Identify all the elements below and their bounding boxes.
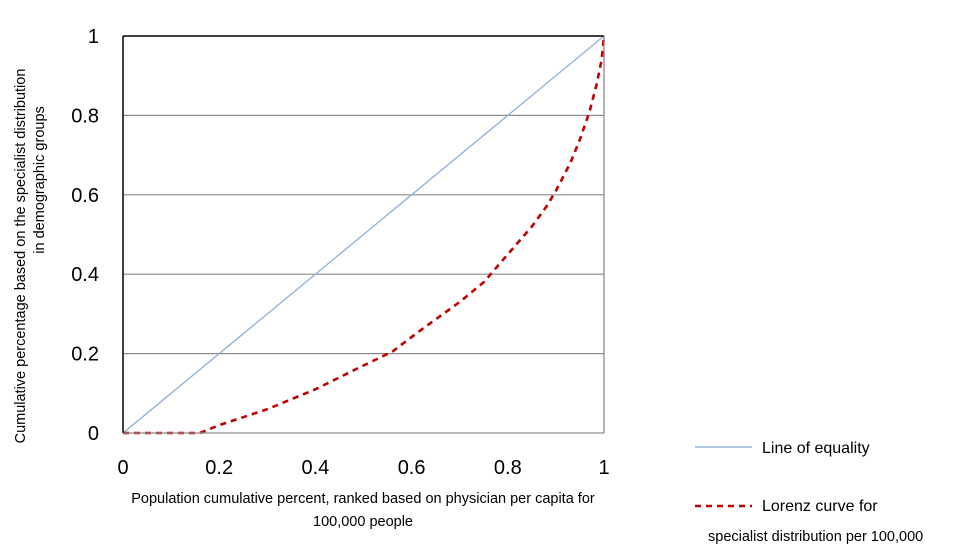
legend-label-lorenz-curve: Lorenz curve for [762, 498, 878, 515]
y-axis-title-line-1: Cumulative percentage based on the speci… [13, 69, 29, 444]
x-tick-label-5: 1 [598, 457, 609, 479]
y-tick-label-5: 1 [88, 26, 99, 48]
y-tick-label-3: 0.6 [71, 185, 99, 207]
x-tick-label-0: 0 [117, 457, 128, 479]
x-tick-label-3: 0.6 [398, 457, 426, 479]
legend: Line of equality Lorenz curve for specia… [695, 440, 923, 545]
y-tick-label-2: 0.4 [71, 264, 99, 286]
frame-layer [122, 35, 605, 434]
series-1-lorenz-curve [123, 35, 606, 435]
y-tick-label-1: 0.2 [71, 344, 99, 366]
grid-layer [123, 114, 604, 355]
x-tick-label-1: 0.2 [205, 457, 233, 479]
legend-label-lorenz-curve-line-2: specialist distribution per 100,000 [708, 529, 923, 545]
x-tick-label-4: 0.8 [494, 457, 522, 479]
y-tick-label-0: 0 [88, 423, 99, 445]
series-layer [122, 35, 606, 435]
x-axis-title-line-2: 100,000 people [313, 514, 413, 530]
y-axis-title-line-2: in demographic groups [32, 106, 48, 254]
x-tick-label-2: 0.4 [301, 457, 329, 479]
legend-label-line-of-equality: Line of equality [762, 440, 870, 457]
series-0-line-of-equality [122, 35, 605, 434]
y-tick-label-4: 0.8 [71, 105, 99, 127]
tick-layer: 0 0.2 0.4 0.6 0.8 1 0 0.2 0.4 0.6 0.8 1 [71, 26, 609, 479]
x-axis-title-line-1: Population cumulative percent, ranked ba… [131, 491, 595, 507]
